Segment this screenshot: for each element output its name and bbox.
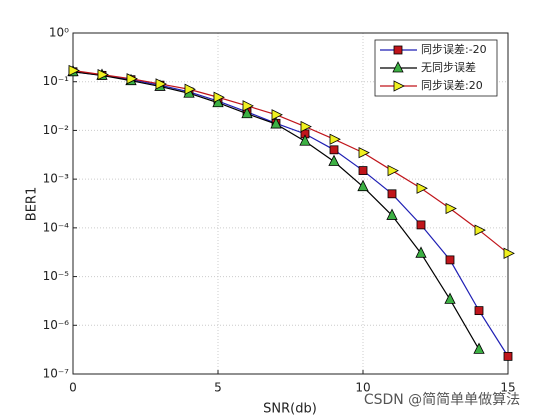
marker — [242, 100, 254, 112]
legend-marker — [392, 61, 404, 73]
x-tick-label: 5 — [214, 381, 222, 395]
marker — [155, 78, 167, 90]
marker — [329, 133, 341, 145]
marker — [416, 220, 426, 230]
marker — [358, 146, 370, 159]
marker — [328, 154, 340, 166]
marker — [126, 73, 138, 85]
marker — [503, 351, 513, 361]
x-tick-label: 15 — [500, 381, 515, 395]
marker — [213, 91, 225, 103]
y-tick-label: 10⁻⁷ — [43, 367, 70, 381]
y-tick-label: 10⁻² — [43, 123, 70, 137]
marker — [271, 109, 283, 121]
marker — [387, 164, 399, 177]
marker — [270, 117, 282, 129]
y-tick-label: 10⁻⁵ — [43, 269, 70, 283]
y-tick-label: 10⁰ — [49, 26, 69, 40]
marker — [68, 64, 80, 77]
marker — [300, 120, 312, 133]
legend-label: 无同步误差 — [421, 60, 476, 74]
marker — [387, 189, 397, 199]
marker — [358, 166, 368, 175]
legend-marker — [393, 80, 405, 92]
marker — [386, 208, 398, 220]
marker — [357, 179, 369, 192]
x-tick-label: 10 — [355, 381, 370, 395]
marker — [415, 246, 427, 258]
y-tick-label: 10⁻¹ — [43, 74, 70, 88]
series-line — [72, 69, 509, 254]
x-axis-label: SNR(db) — [263, 402, 317, 417]
marker — [241, 106, 253, 119]
marker — [474, 224, 486, 236]
marker — [503, 247, 515, 259]
series-line — [72, 71, 509, 357]
x-tick-label: 0 — [69, 381, 77, 395]
marker — [474, 306, 484, 316]
marker — [416, 182, 428, 194]
marker — [299, 134, 311, 146]
marker — [445, 255, 455, 265]
watermark: CSDN @简简单单做算法 — [364, 391, 520, 408]
marker — [184, 83, 196, 95]
legend-marker — [393, 45, 403, 55]
y-tick-label: 10⁻³ — [43, 172, 70, 186]
marker — [329, 145, 339, 155]
legend-label: 同步误差:-20 — [421, 42, 487, 56]
y-tick-label: 10⁻⁴ — [43, 220, 70, 234]
legend-label: 同步误差:20 — [421, 78, 483, 92]
y-axis-label: BER1 — [25, 187, 40, 221]
marker — [444, 292, 456, 304]
axes-frame — [72, 32, 509, 375]
y-tick-label: 10⁻⁶ — [43, 318, 70, 332]
marker — [97, 68, 109, 81]
marker — [473, 342, 485, 354]
marker — [445, 202, 457, 215]
